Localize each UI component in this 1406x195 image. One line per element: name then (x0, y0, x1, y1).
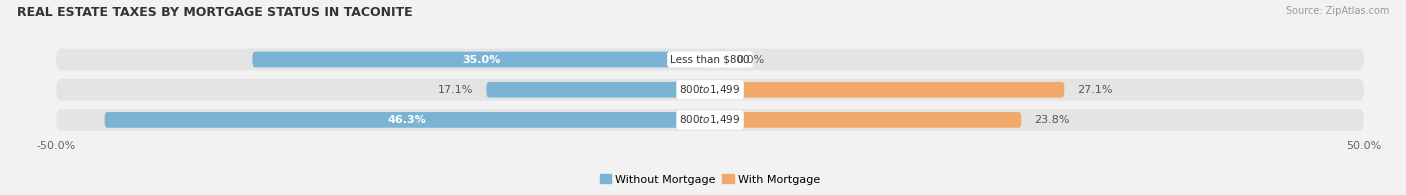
Text: 27.1%: 27.1% (1077, 85, 1114, 95)
Text: $800 to $1,499: $800 to $1,499 (679, 83, 741, 96)
Text: 0.0%: 0.0% (737, 55, 765, 65)
FancyBboxPatch shape (104, 112, 710, 128)
Text: $800 to $1,499: $800 to $1,499 (679, 113, 741, 126)
Text: Less than $800: Less than $800 (671, 55, 749, 65)
Text: 17.1%: 17.1% (439, 85, 474, 95)
Legend: Without Mortgage, With Mortgage: Without Mortgage, With Mortgage (595, 170, 825, 189)
FancyBboxPatch shape (56, 79, 1364, 101)
Text: 35.0%: 35.0% (463, 55, 501, 65)
FancyBboxPatch shape (710, 82, 1064, 98)
FancyBboxPatch shape (56, 109, 1364, 131)
Text: REAL ESTATE TAXES BY MORTGAGE STATUS IN TACONITE: REAL ESTATE TAXES BY MORTGAGE STATUS IN … (17, 6, 412, 19)
FancyBboxPatch shape (56, 49, 1364, 70)
FancyBboxPatch shape (710, 112, 1021, 128)
FancyBboxPatch shape (253, 52, 710, 67)
Text: 23.8%: 23.8% (1035, 115, 1070, 125)
Text: Source: ZipAtlas.com: Source: ZipAtlas.com (1285, 6, 1389, 16)
FancyBboxPatch shape (486, 82, 710, 98)
Text: 46.3%: 46.3% (388, 115, 426, 125)
